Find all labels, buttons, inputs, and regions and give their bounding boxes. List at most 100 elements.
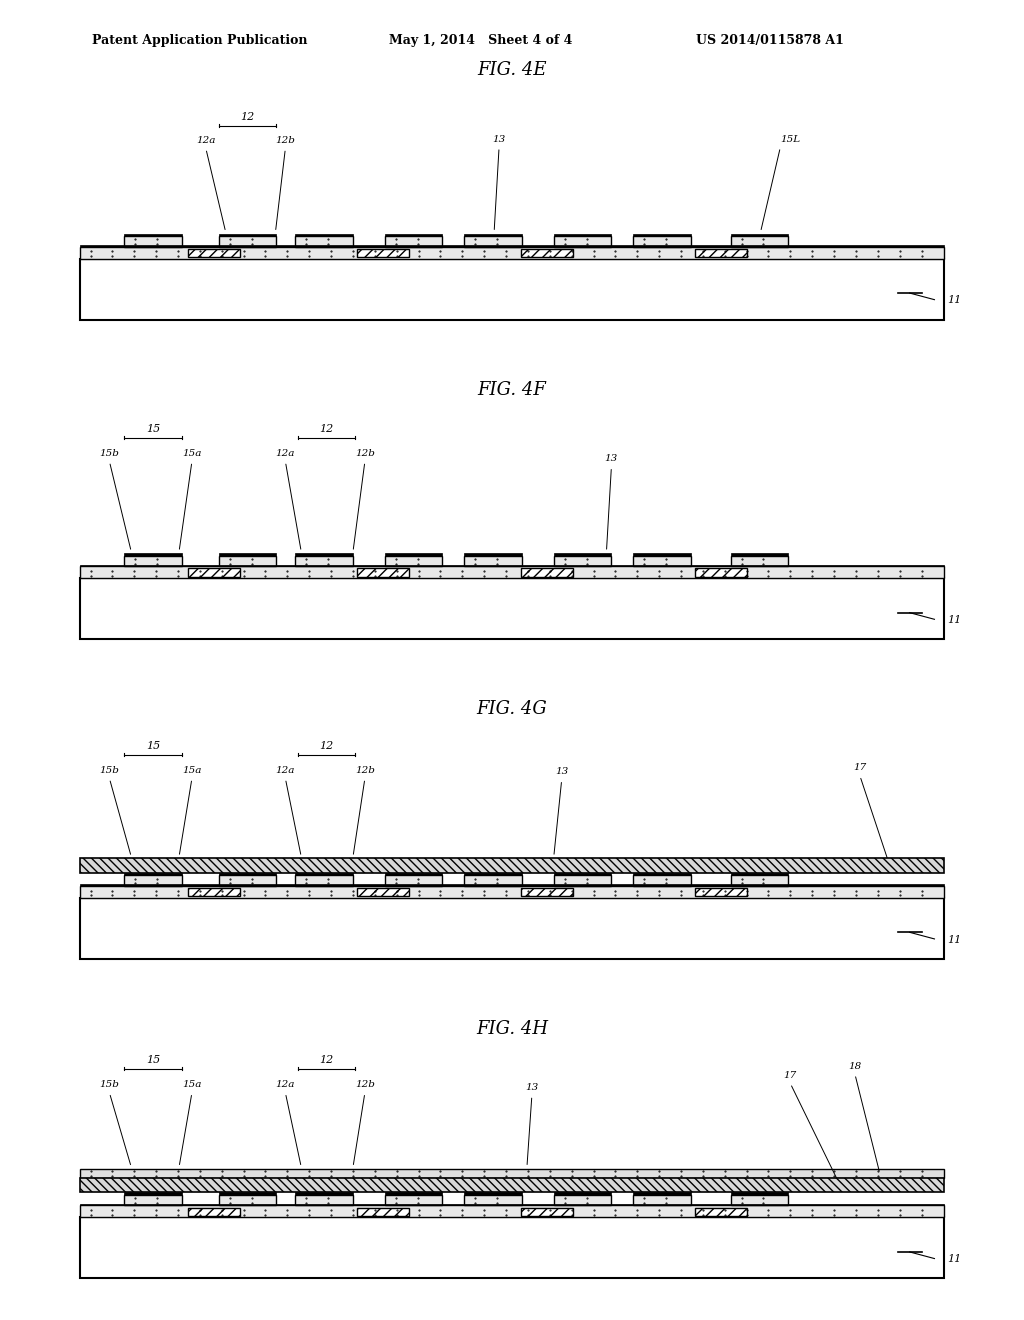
- Bar: [80, 898, 944, 958]
- Bar: [80, 1168, 944, 1177]
- Bar: [80, 1205, 944, 1217]
- Bar: [554, 875, 611, 886]
- Bar: [633, 236, 691, 247]
- Bar: [731, 1192, 788, 1195]
- Text: 15: 15: [146, 741, 161, 751]
- Bar: [357, 1208, 409, 1216]
- Bar: [385, 1195, 442, 1205]
- Bar: [633, 1195, 691, 1205]
- Bar: [357, 569, 409, 577]
- Text: 11: 11: [947, 296, 962, 305]
- Text: 12: 12: [319, 424, 334, 434]
- Bar: [80, 259, 944, 319]
- Text: 11: 11: [947, 1254, 962, 1265]
- Text: Patent Application Publication: Patent Application Publication: [92, 34, 307, 48]
- Text: 17: 17: [853, 763, 866, 772]
- Bar: [80, 1217, 944, 1279]
- Bar: [295, 234, 353, 236]
- Text: 15a: 15a: [182, 1080, 202, 1089]
- Text: US 2014/0115878 A1: US 2014/0115878 A1: [696, 34, 844, 48]
- Title: FIG. 4F: FIG. 4F: [477, 381, 547, 399]
- Bar: [219, 1195, 276, 1205]
- Bar: [80, 578, 944, 639]
- Bar: [124, 875, 182, 886]
- Bar: [295, 1192, 353, 1195]
- Bar: [188, 248, 240, 257]
- Bar: [554, 556, 611, 566]
- Text: 17: 17: [783, 1071, 797, 1080]
- Text: 12b: 12b: [355, 1080, 375, 1089]
- Bar: [554, 873, 611, 875]
- Bar: [633, 875, 691, 886]
- Text: 12b: 12b: [275, 136, 295, 145]
- Bar: [219, 234, 276, 236]
- Bar: [731, 873, 788, 875]
- Text: 15L: 15L: [780, 135, 801, 144]
- Bar: [385, 234, 442, 236]
- Bar: [219, 1192, 276, 1195]
- Bar: [219, 873, 276, 875]
- Bar: [731, 556, 788, 566]
- Bar: [295, 873, 353, 875]
- Bar: [521, 248, 572, 257]
- Text: 18: 18: [848, 1061, 861, 1071]
- Text: 15b: 15b: [99, 766, 120, 775]
- Bar: [385, 556, 442, 566]
- Bar: [80, 884, 944, 886]
- Text: 12: 12: [319, 1056, 334, 1065]
- Bar: [295, 556, 353, 566]
- Bar: [124, 1195, 182, 1205]
- Bar: [80, 247, 944, 259]
- Bar: [124, 236, 182, 247]
- Bar: [80, 565, 944, 566]
- Bar: [464, 875, 522, 886]
- Text: 12: 12: [319, 741, 334, 751]
- Bar: [188, 1208, 240, 1216]
- Bar: [80, 246, 944, 247]
- Bar: [554, 1192, 611, 1195]
- Bar: [357, 248, 409, 257]
- Bar: [464, 234, 522, 236]
- Bar: [385, 553, 442, 556]
- Text: 15a: 15a: [182, 449, 202, 458]
- Text: 13: 13: [525, 1084, 539, 1092]
- Bar: [464, 873, 522, 875]
- Bar: [464, 556, 522, 566]
- Bar: [633, 556, 691, 566]
- Bar: [295, 236, 353, 247]
- Text: 13: 13: [493, 135, 506, 144]
- Bar: [554, 1195, 611, 1205]
- Text: 15b: 15b: [99, 1080, 120, 1089]
- Text: 15a: 15a: [182, 766, 202, 775]
- Bar: [385, 873, 442, 875]
- Bar: [464, 236, 522, 247]
- Title: FIG. 4G: FIG. 4G: [476, 701, 548, 718]
- Text: 15b: 15b: [99, 449, 120, 458]
- Bar: [124, 1192, 182, 1195]
- Bar: [633, 873, 691, 875]
- Bar: [80, 886, 944, 898]
- Bar: [385, 875, 442, 886]
- Bar: [554, 236, 611, 247]
- Bar: [464, 1195, 522, 1205]
- Bar: [731, 234, 788, 236]
- Bar: [731, 236, 788, 247]
- Bar: [295, 1195, 353, 1205]
- Bar: [219, 236, 276, 247]
- Bar: [464, 1192, 522, 1195]
- Text: 11: 11: [947, 935, 962, 945]
- Bar: [731, 553, 788, 556]
- Bar: [385, 1192, 442, 1195]
- Text: 15: 15: [146, 1056, 161, 1065]
- Bar: [124, 556, 182, 566]
- Text: 12b: 12b: [355, 449, 375, 458]
- Text: 12a: 12a: [197, 136, 215, 145]
- Bar: [80, 566, 944, 578]
- Bar: [80, 1177, 944, 1192]
- Bar: [385, 236, 442, 247]
- Text: 13: 13: [605, 454, 618, 463]
- Bar: [295, 553, 353, 556]
- Title: FIG. 4E: FIG. 4E: [477, 61, 547, 79]
- Text: 12a: 12a: [275, 766, 295, 775]
- Bar: [731, 1195, 788, 1205]
